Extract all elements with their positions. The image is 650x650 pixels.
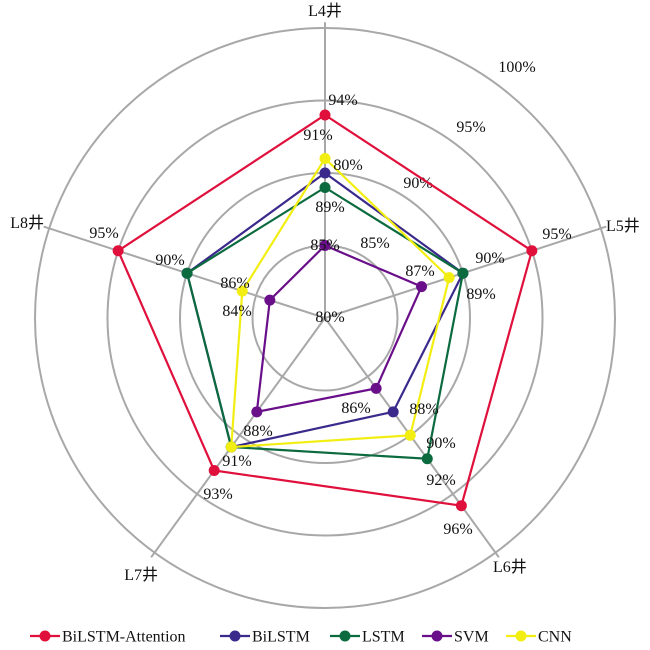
- data-label: 86%: [341, 400, 370, 417]
- series-line-svm: [255, 244, 423, 414]
- data-label: 95%: [542, 226, 571, 243]
- legend-item: BiLSTM: [220, 629, 310, 646]
- data-point: [387, 406, 399, 418]
- legend-marker: [39, 630, 51, 642]
- data-labels: 94% 95% 96% 93% 95% 80% 88% 89% 90% 92% 90% 85% 87% 8…: [89, 92, 571, 538]
- data-label: 91%: [222, 453, 251, 470]
- series-line-cnn: [230, 156, 451, 449]
- legend-item: SVM: [422, 629, 489, 646]
- data-point: [225, 441, 237, 453]
- series-line-bilstm: [185, 171, 465, 449]
- ring-labels: 80% 85% 90% 95% 100%: [315, 59, 535, 326]
- ring-label: 80%: [315, 309, 344, 326]
- legend: BiLSTM-Attention BiLSTM LSTM SVM CNN: [30, 629, 572, 646]
- data-label: 94%: [328, 92, 357, 109]
- axis-label: L4井: [308, 2, 342, 20]
- legend-marker: [229, 630, 241, 642]
- series-line-bilstm-attention: [116, 113, 534, 507]
- data-point: [421, 453, 433, 465]
- legend-label: BiLSTM: [252, 629, 310, 646]
- legend-label: BiLSTM-Attention: [62, 629, 186, 646]
- axis-label: L8井: [10, 214, 44, 232]
- data-label: 91%: [303, 127, 332, 144]
- data-point: [319, 240, 331, 251]
- legend-marker: [339, 630, 351, 642]
- data-label: 87%: [405, 263, 434, 280]
- legend-label: SVM: [454, 629, 489, 646]
- data-label: 90%: [475, 250, 504, 267]
- data-point: [236, 285, 248, 297]
- data-point: [457, 267, 469, 279]
- axis-label: L7井: [124, 566, 158, 584]
- data-point: [208, 464, 220, 476]
- legend-label: CNN: [538, 629, 572, 646]
- data-point: [416, 281, 428, 293]
- data-point: [443, 272, 455, 284]
- legend-marker: [431, 630, 443, 642]
- data-label: 96%: [443, 521, 472, 538]
- ring-label: 95%: [456, 119, 485, 136]
- data-point: [319, 153, 331, 164]
- data-point: [404, 429, 416, 441]
- ring-label: 85%: [360, 235, 389, 252]
- data-label: 85%: [310, 237, 339, 254]
- data-point: [526, 245, 538, 257]
- data-point: [181, 267, 193, 279]
- data-point: [319, 182, 331, 193]
- series-line-lstm: [185, 186, 465, 460]
- data-label: 88%: [243, 423, 272, 440]
- data-label: 89%: [466, 286, 495, 303]
- data-point: [455, 500, 467, 512]
- axis-label: L6井: [493, 558, 527, 576]
- data-point: [251, 406, 263, 418]
- data-label: 90%: [155, 252, 184, 269]
- data-label: 80%: [333, 157, 362, 174]
- axis-label: L5井: [606, 217, 640, 235]
- data-label: 90%: [426, 435, 455, 452]
- data-label: 92%: [426, 472, 455, 489]
- legend-item: CNN: [506, 629, 572, 646]
- data-label: 88%: [409, 401, 438, 418]
- ring-label: 100%: [498, 59, 535, 76]
- data-point: [319, 109, 331, 121]
- data-point: [112, 245, 124, 257]
- axis-spoke: [150, 317, 326, 558]
- data-point: [319, 167, 331, 179]
- legend-marker: [515, 630, 527, 642]
- data-label: 86%: [220, 275, 249, 292]
- data-label: 93%: [203, 486, 232, 503]
- data-point: [264, 294, 276, 306]
- data-label: 95%: [89, 225, 118, 242]
- data-label: 84%: [222, 303, 251, 320]
- legend-label: LSTM: [362, 629, 405, 646]
- legend-item: LSTM: [330, 629, 405, 646]
- ring-label: 90%: [403, 175, 432, 192]
- series: [112, 109, 538, 512]
- data-label: 89%: [315, 199, 344, 216]
- data-point: [370, 382, 382, 394]
- axis-labels: L4井 L5井 L6井 L7井 L8井: [10, 2, 640, 584]
- legend-item: BiLSTM-Attention: [30, 629, 186, 646]
